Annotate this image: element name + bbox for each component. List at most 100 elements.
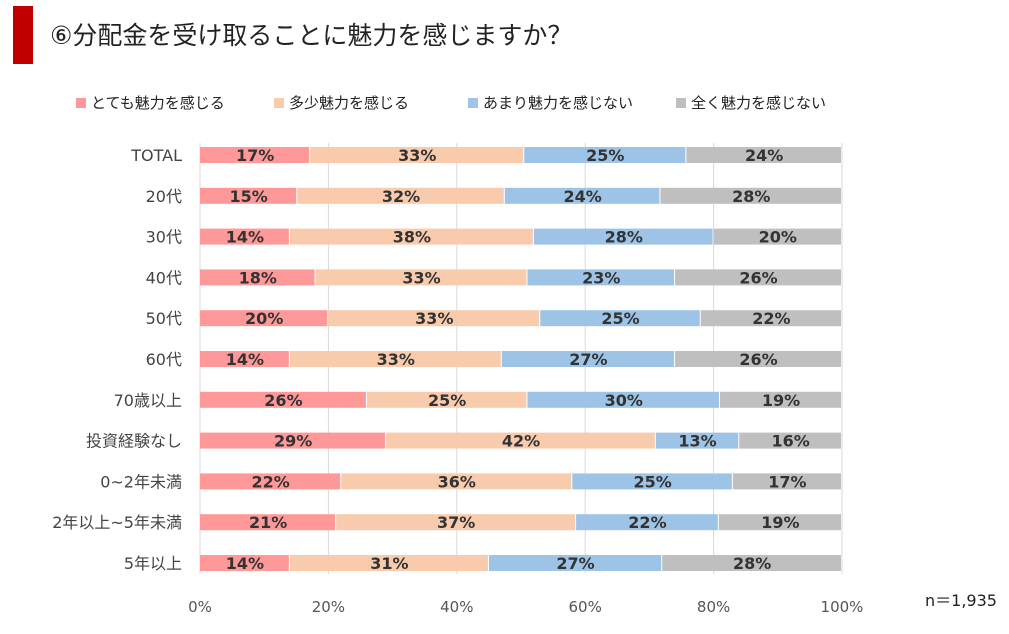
bar-segment: [718, 514, 841, 531]
data-label: 14%: [226, 350, 264, 369]
data-label: 26%: [739, 268, 777, 287]
bar-segment: [675, 269, 841, 286]
legend-swatch: [468, 98, 478, 108]
page-title: ⑥分配金を受け取ることに魅力を感じますか？: [50, 21, 573, 50]
bar-segment: [540, 310, 700, 327]
bar-segment: [310, 147, 524, 163]
sample-size-note: n＝1,935: [925, 591, 997, 610]
data-label: 38%: [393, 228, 431, 247]
data-label: 25%: [586, 146, 624, 165]
legend-label: 全く魅力を感じない: [691, 94, 826, 112]
bar-segment: [315, 269, 527, 286]
bar-segment: [527, 391, 720, 408]
bar-segment: [686, 147, 841, 163]
bar-segment: [713, 228, 841, 245]
legend-label: とても魅力を感じる: [91, 94, 225, 112]
category-label: TOTAL: [130, 146, 182, 165]
bar-segment: [200, 473, 341, 490]
data-label: 23%: [582, 268, 620, 287]
bar-segment: [200, 228, 289, 245]
data-label: 25%: [428, 391, 466, 410]
data-label: 26%: [264, 391, 302, 410]
data-label: 26%: [739, 350, 777, 369]
legend-swatch: [274, 98, 284, 108]
data-label: 24%: [745, 146, 783, 165]
bar-segment: [576, 514, 718, 531]
category-label: 50代: [146, 309, 182, 328]
bar-segment: [739, 432, 841, 449]
data-label: 13%: [678, 432, 716, 451]
data-label: 28%: [605, 228, 643, 247]
bar-segment: [200, 351, 289, 367]
category-label: 30代: [146, 228, 182, 247]
data-label: 22%: [752, 309, 790, 328]
title-accent-bar: [13, 6, 33, 64]
bar-segment: [200, 310, 328, 327]
data-label: 22%: [251, 472, 289, 491]
data-label: 28%: [732, 187, 770, 206]
data-label: 14%: [226, 554, 264, 573]
x-tick-label: 20%: [312, 598, 345, 616]
data-label: 17%: [768, 472, 806, 491]
legend-label: あまり魅力を感じない: [483, 94, 633, 112]
data-label: 33%: [377, 350, 415, 369]
bar-segment: [488, 555, 662, 571]
data-label: 37%: [437, 513, 475, 532]
bar-segment: [297, 187, 504, 204]
x-tick-label: 40%: [440, 598, 473, 616]
bar-segment: [289, 555, 488, 571]
legend-swatch: [76, 98, 86, 108]
data-label: 36%: [438, 472, 476, 491]
x-tick-label: 80%: [697, 598, 730, 616]
category-label: 投資経験なし: [86, 432, 182, 451]
bar-segment: [501, 351, 675, 367]
x-tick-label: 100%: [821, 598, 864, 616]
x-tick-label: 0%: [188, 598, 212, 616]
bar-segment: [289, 228, 533, 245]
data-label: 33%: [402, 268, 440, 287]
data-label: 20%: [245, 309, 283, 328]
bar-segment: [524, 147, 686, 163]
category-label: 60代: [146, 350, 182, 369]
data-label: 30%: [605, 391, 643, 410]
data-label: 28%: [733, 554, 771, 573]
data-label: 22%: [628, 513, 666, 532]
bar-segment: [200, 187, 297, 204]
data-label: 18%: [239, 268, 277, 287]
bar-segment: [289, 351, 501, 367]
data-label: 19%: [762, 391, 800, 410]
bar-segment: [336, 514, 576, 531]
data-label: 19%: [761, 513, 799, 532]
bar-segment: [660, 187, 841, 204]
data-label: 17%: [236, 146, 274, 165]
bar-segment: [655, 432, 739, 449]
data-label: 21%: [249, 513, 287, 532]
data-label: 27%: [556, 554, 594, 573]
bar-segment: [200, 269, 315, 286]
data-label: 14%: [226, 228, 264, 247]
data-label: 33%: [398, 146, 436, 165]
bar-segment: [720, 391, 841, 408]
bar-segment: [200, 514, 336, 531]
bar-segment: [328, 310, 540, 327]
bar-segment: [200, 555, 289, 571]
bar-segment: [386, 432, 655, 449]
bar-segment: [675, 351, 841, 367]
data-label: 32%: [382, 187, 420, 206]
bar-segment: [662, 555, 841, 571]
data-label: 16%: [771, 432, 809, 451]
x-tick-label: 60%: [569, 598, 602, 616]
bar-segment: [200, 391, 366, 408]
bar-segment: [366, 391, 527, 408]
bar-segment: [700, 310, 841, 327]
data-label: 29%: [274, 432, 312, 451]
data-label: 33%: [415, 309, 453, 328]
category-label: 0~2年未満: [100, 472, 182, 491]
category-label: 40代: [146, 268, 182, 287]
data-label: 27%: [569, 350, 607, 369]
bar-segment: [200, 432, 386, 449]
data-label: 25%: [633, 472, 671, 491]
bar-segment: [200, 147, 310, 163]
